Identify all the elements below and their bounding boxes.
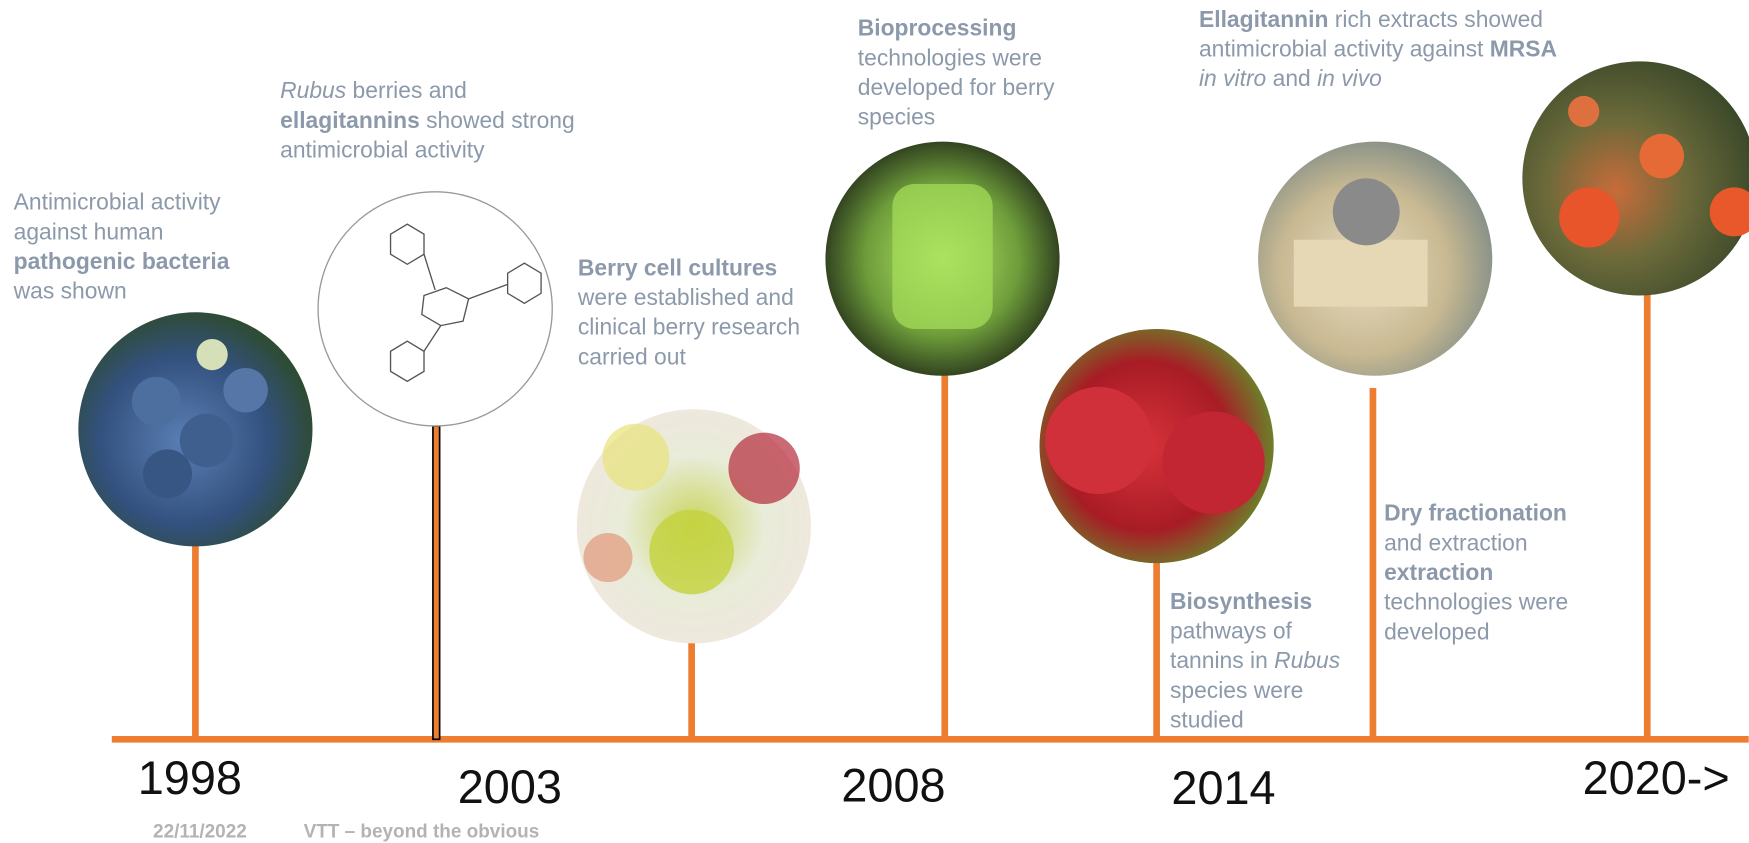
year-label: 2008: [841, 760, 945, 812]
event-text-line: antimicrobial activity: [280, 136, 485, 162]
stem: [1370, 388, 1377, 739]
photo-cell-cultures: [577, 409, 811, 643]
text-segment: were established and: [577, 284, 794, 310]
event-text-line: developed for berry: [858, 74, 1055, 100]
text-segment: technologies were: [858, 44, 1042, 70]
photo-raspberries: [1040, 329, 1274, 563]
event-text-line: developed: [1384, 618, 1489, 644]
text-segment: developed: [1384, 618, 1489, 644]
text-segment: Biosynthesis: [1170, 588, 1312, 614]
event-text-line: technologies were: [1384, 589, 1568, 615]
event-text-line: Berry cell cultures: [578, 254, 777, 280]
text-segment: ellagitannins: [280, 107, 420, 133]
text-segment: was shown: [13, 278, 127, 304]
text-segment: and extraction: [1384, 529, 1528, 555]
chemical-structure: [318, 192, 552, 426]
event-text-line: pathways of: [1170, 617, 1293, 643]
event-text-line: Rubus berries and: [280, 77, 467, 103]
page: {"events": [ {"year": "1998", "lines": […: [0, 0, 1749, 843]
year-label: 2003: [458, 761, 562, 813]
text-segment: Rubus: [280, 77, 346, 103]
photo-blueberries: [78, 312, 312, 546]
text-segment: Antimicrobial activity: [14, 189, 221, 215]
text-segment: antimicrobial activity against: [1199, 35, 1490, 61]
event-text-line: and extraction: [1384, 529, 1528, 555]
text-segment: species: [858, 104, 935, 130]
text-segment: tannins in: [1170, 647, 1274, 673]
event-text-line: tannins in Rubus: [1170, 647, 1340, 673]
stem: [688, 642, 695, 739]
stem: [1153, 562, 1160, 739]
event-text-line: Antimicrobial activity: [14, 189, 221, 215]
event-text-line: pathogenic bacteria: [14, 248, 230, 274]
event-text-line: Ellagitannin rich extracts showed: [1199, 6, 1543, 32]
photo-machine: [1258, 142, 1492, 376]
event-text-line: ellagitannins showed strong: [280, 107, 575, 133]
text-segment: clinical berry research: [578, 314, 800, 340]
text-segment: technologies were: [1384, 589, 1568, 615]
text-segment: showed strong: [420, 107, 575, 133]
event-text-line: against human: [14, 218, 164, 244]
text-segment: and: [1266, 65, 1317, 91]
event-text-line: studied: [1170, 706, 1244, 732]
event-text-line: extraction: [1384, 559, 1493, 585]
event-text-line: technologies were: [858, 44, 1042, 70]
text-segment: species were: [1170, 677, 1303, 703]
text-segment: carried out: [578, 343, 687, 369]
text-segment: in vivo: [1317, 65, 1382, 91]
event-text-line: was shown: [13, 278, 127, 304]
event-text-line: Dry fractionation: [1384, 500, 1567, 526]
timeline-slide: Antimicrobial activity against human patho…: [0, 0, 1749, 843]
text-segment: Berry cell cultures: [578, 254, 777, 280]
text-segment: antimicrobial activity: [280, 136, 485, 162]
footer-date: 22/11/2022: [153, 821, 247, 842]
text-segment: berries and: [346, 77, 467, 103]
year-label: 2020->: [1583, 752, 1730, 804]
stem: [433, 426, 440, 739]
text-segment: rich extracts showed: [1328, 6, 1543, 32]
event-text-line: Biosynthesis: [1170, 588, 1312, 614]
text-segment: pathogenic bacteria: [14, 248, 230, 274]
text-segment: studied: [1170, 706, 1244, 732]
year-label: 1998: [138, 752, 242, 804]
event-text-line: antimicrobial activity against MRSA: [1199, 35, 1557, 61]
event-text-line: species: [858, 104, 935, 130]
text-segment: Dry fractionation: [1384, 500, 1567, 526]
event-text-line: were established and: [577, 284, 794, 310]
event-text-line: in vitro and in vivo: [1199, 65, 1382, 91]
text-segment: in vitro: [1199, 65, 1266, 91]
text-segment: MRSA: [1490, 35, 1557, 61]
event-text-line: carried out: [578, 343, 687, 369]
stem: [1644, 292, 1651, 739]
event-text-line: species were: [1170, 677, 1303, 703]
event-text-line: Bioprocessing: [858, 15, 1017, 41]
text-segment: Ellagitannin: [1199, 6, 1328, 32]
text-segment: against human: [14, 218, 164, 244]
text-segment: Rubus: [1274, 647, 1340, 673]
stem: [941, 374, 948, 740]
text-segment: developed for berry: [858, 74, 1055, 100]
year-label: 2014: [1171, 762, 1275, 814]
text-segment: Bioprocessing: [858, 15, 1017, 41]
photo-bioreactor: [825, 142, 1059, 376]
event-text-line: clinical berry research: [578, 314, 800, 340]
text-segment: extraction: [1384, 559, 1493, 585]
footer-tagline: VTT – beyond the obvious: [304, 821, 540, 842]
stem: [192, 544, 199, 739]
text-segment: pathways of: [1170, 617, 1293, 643]
photo-cloudberries: [1522, 61, 1749, 295]
